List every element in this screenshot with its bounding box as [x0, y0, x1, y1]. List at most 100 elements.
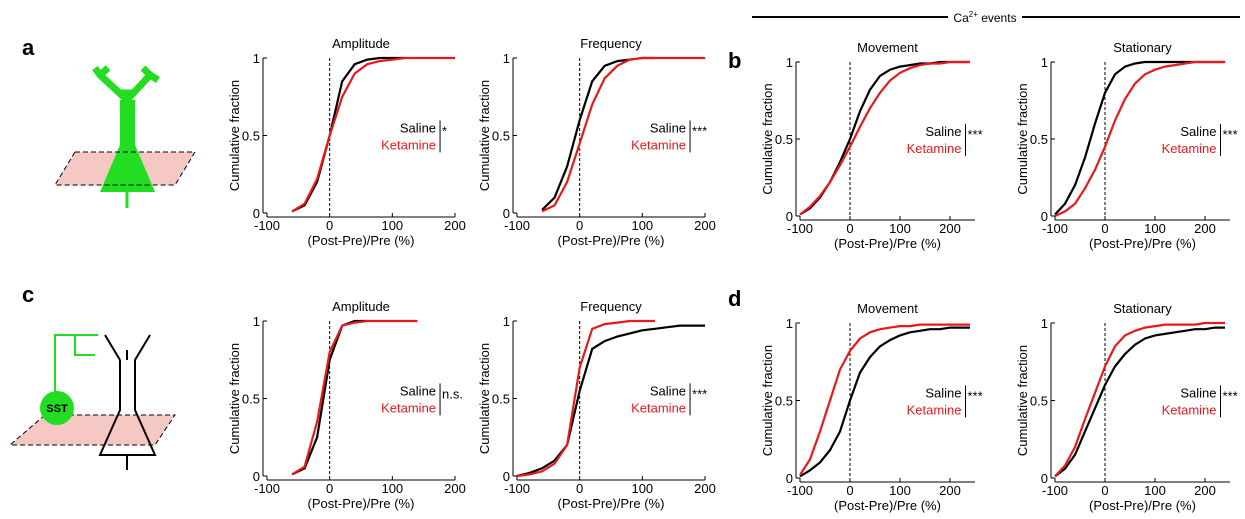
x-tick-label: -100: [504, 481, 530, 496]
x-tick-label: 100: [1144, 221, 1166, 236]
chart-title: Movement: [857, 40, 918, 55]
header-sup: 2+: [969, 10, 978, 19]
legend-entry: Ketamine: [631, 400, 686, 415]
legend-entry: Ketamine: [1162, 141, 1217, 156]
header-text: events: [978, 11, 1017, 25]
x-tick-label: -100: [504, 218, 530, 233]
y-tick-label: 0.5: [242, 129, 260, 144]
x-tick-label: -100: [1042, 221, 1068, 236]
cdf-line: [541, 56, 705, 213]
cdf-line: [291, 56, 405, 213]
chart-title: Amplitude: [332, 36, 390, 51]
x-tick-label: 0: [1101, 483, 1108, 498]
chart-title: Frequency: [580, 36, 642, 51]
x-tick-label: 0: [326, 218, 333, 233]
y-tick-label: 1: [253, 51, 260, 66]
legend-entry: Saline: [1180, 385, 1216, 400]
diagram-c: [8, 334, 176, 470]
legend-entry: Ketamine: [1162, 402, 1217, 417]
y-axis-label: Cumulative fraction: [477, 80, 492, 191]
y-tick-label: 0: [503, 469, 510, 484]
x-tick-label: 100: [381, 481, 403, 496]
x-tick-label: 100: [889, 221, 911, 236]
y-tick-label: 0.5: [775, 394, 793, 409]
cdf-line: [799, 60, 970, 216]
cdf-line: [799, 323, 970, 476]
x-tick-label: 0: [846, 221, 853, 236]
legend-entry: Saline: [925, 124, 961, 139]
x-axis-label: (Post-Pre)/Pre (%): [1089, 236, 1196, 251]
header-text: Ca: [953, 11, 969, 25]
y-axis-label: Cumulative fraction: [227, 343, 242, 454]
legend-entry: Ketamine: [381, 137, 436, 152]
y-tick-label: 0: [1041, 471, 1048, 486]
x-tick-label: 100: [631, 218, 653, 233]
x-axis-label: (Post-Pre)/Pre (%): [308, 233, 415, 248]
significance-label: ***: [692, 123, 707, 138]
y-tick-label: 0.5: [242, 392, 260, 407]
y-axis-label: Cumulative fraction: [477, 343, 492, 454]
y-tick-label: 1: [786, 316, 793, 331]
diagram-a: [54, 65, 196, 208]
panel-label: b: [728, 48, 741, 73]
x-tick-label: 0: [1101, 221, 1108, 236]
y-tick-label: 0.5: [775, 132, 793, 147]
y-tick-label: 0: [1041, 209, 1048, 224]
x-tick-label: 0: [576, 481, 583, 496]
legend-entry: Saline: [925, 385, 961, 400]
chart-title: Movement: [857, 301, 918, 316]
legend-entry: Saline: [400, 383, 436, 398]
x-tick-label: 200: [1194, 221, 1216, 236]
x-axis-label: (Post-Pre)/Pre (%): [308, 496, 415, 511]
x-tick-label: -100: [254, 481, 280, 496]
y-tick-label: 0.5: [492, 392, 510, 407]
legend-entry: Saline: [650, 120, 686, 135]
legend-entry: Ketamine: [381, 400, 436, 415]
y-axis-label: Cumulative fraction: [227, 80, 242, 191]
significance-label: ***: [1223, 127, 1238, 142]
y-tick-label: 1: [503, 314, 510, 329]
x-tick-label: -100: [787, 221, 813, 236]
cdf-line: [291, 319, 418, 476]
legend-entry: Ketamine: [907, 141, 962, 156]
cdf-line: [1054, 321, 1225, 478]
x-tick-label: 200: [1194, 483, 1216, 498]
cdf-line: [541, 56, 655, 211]
significance-label: ***: [692, 386, 707, 401]
x-axis-label: (Post-Pre)/Pre (%): [558, 233, 665, 248]
y-tick-label: 0.5: [1030, 132, 1048, 147]
y-tick-label: 1: [1041, 55, 1048, 70]
x-tick-label: -100: [787, 483, 813, 498]
y-tick-label: 0: [253, 469, 260, 484]
y-tick-label: 1: [1041, 316, 1048, 331]
x-tick-label: 100: [381, 218, 403, 233]
x-tick-label: 0: [846, 483, 853, 498]
x-tick-label: -100: [254, 218, 280, 233]
x-tick-label: 200: [444, 481, 466, 496]
y-tick-label: 1: [253, 314, 260, 329]
x-tick-label: 100: [631, 481, 653, 496]
y-axis-label: Cumulative fraction: [1015, 345, 1030, 456]
x-tick-label: 100: [889, 483, 911, 498]
cdf-line: [516, 324, 705, 478]
x-axis-label: (Post-Pre)/Pre (%): [834, 236, 941, 251]
panel-label: a: [22, 35, 35, 60]
chart-title: Stationary: [1113, 40, 1172, 55]
y-tick-label: 0: [253, 206, 260, 221]
cdf-line: [1054, 60, 1225, 217]
significance-label: *: [442, 123, 447, 138]
panel-label: c: [22, 282, 34, 307]
diagram-label: SST: [46, 403, 68, 415]
y-axis-label: Cumulative fraction: [760, 345, 775, 456]
x-tick-label: 0: [576, 218, 583, 233]
x-tick-label: 200: [939, 221, 961, 236]
y-axis-label: Cumulative fraction: [1015, 83, 1030, 194]
y-tick-label: 0.5: [492, 129, 510, 144]
significance-label: ***: [968, 127, 983, 142]
chart-title: Frequency: [580, 299, 642, 314]
x-axis-label: (Post-Pre)/Pre (%): [834, 498, 941, 513]
cdf-line: [291, 319, 368, 476]
cdf-line: [516, 319, 655, 478]
y-tick-label: 0: [503, 206, 510, 221]
